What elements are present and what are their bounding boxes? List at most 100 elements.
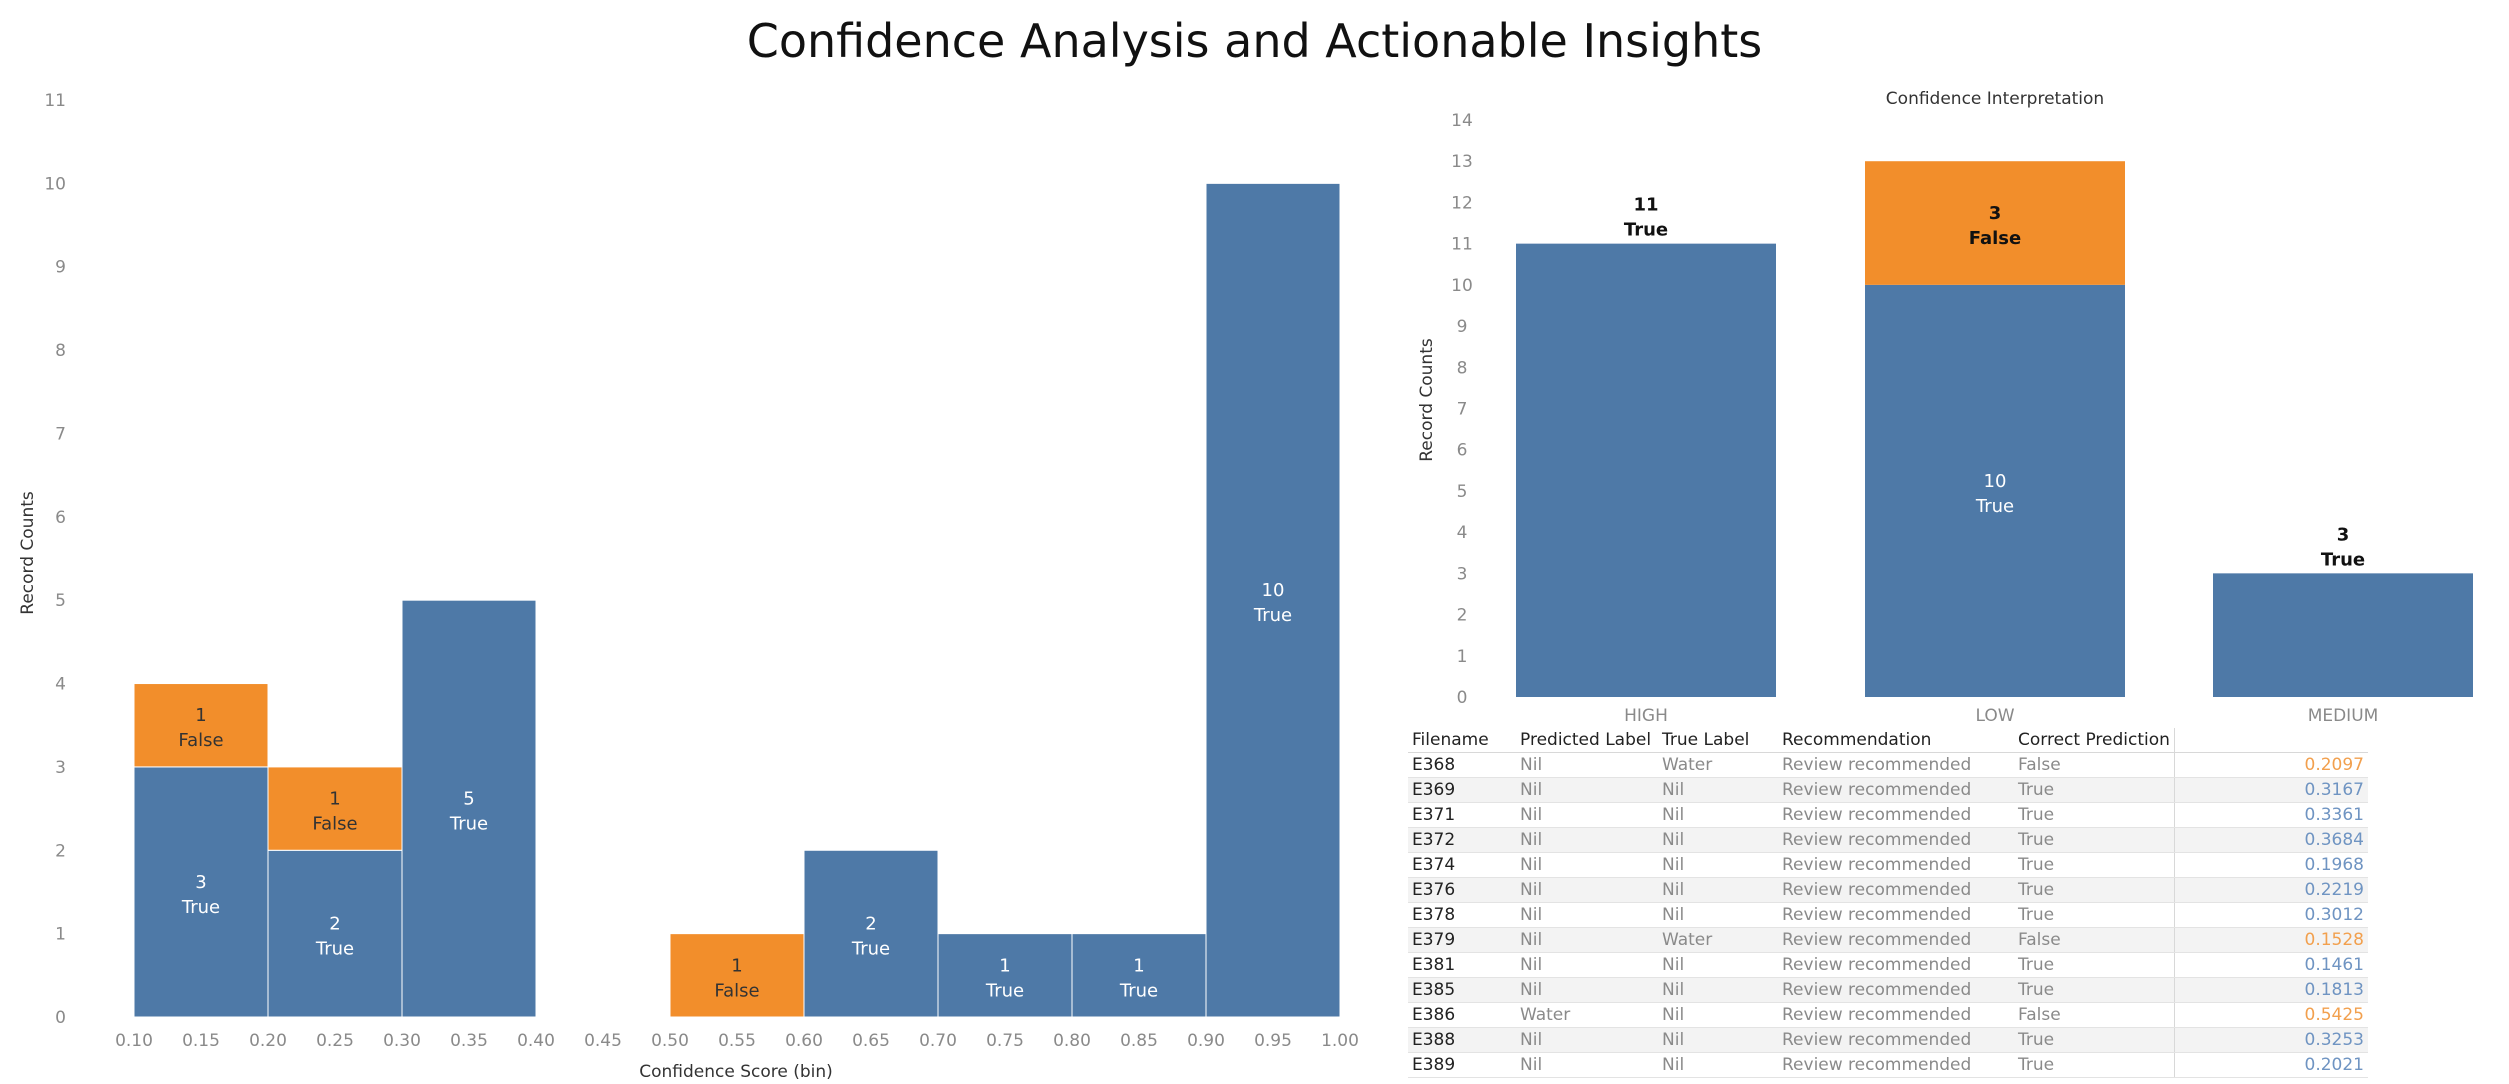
table-row: E378 Nil Nil Review recommended True 0.3012	[1408, 902, 2368, 928]
cell-recommendation: Review recommended	[1778, 902, 2014, 928]
table-row: E376 Nil Nil Review recommended True 0.2219	[1408, 877, 2368, 903]
histogram-bar-segment	[937, 933, 1073, 1018]
histogram-y-tick-label: 1	[55, 925, 66, 945]
cell-true-label: Nil	[1658, 977, 1778, 1003]
histogram-y-tick-label: 8	[55, 341, 66, 361]
interpretation-y-tick-label: 10	[1451, 276, 1473, 296]
interpretation-y-tick-label: 13	[1451, 152, 1473, 172]
histogram-segment-count-label: 1	[999, 955, 1010, 976]
cell-correct-prediction: True	[2014, 977, 2175, 1003]
cell-recommendation: Review recommended	[1778, 777, 2014, 803]
cell-true-label: Nil	[1658, 1052, 1778, 1078]
histogram-segment-class-label: True	[1119, 980, 1158, 1001]
histogram-segment-class-label: True	[985, 980, 1024, 1001]
cell-recommendation: Review recommended	[1778, 927, 2014, 953]
interpretation-bar-segment	[1865, 284, 2125, 697]
interpretation-y-tick-label: 7	[1457, 400, 1468, 420]
histogram-segment-count-label: 3	[195, 872, 206, 893]
cell-filename: E386	[1408, 1002, 1516, 1028]
table-row: E388 Nil Nil Review recommended True 0.3253	[1408, 1027, 2368, 1053]
histogram-x-tick-label: 0.10	[115, 1031, 153, 1051]
interpretation-bar-class-label: True	[2321, 549, 2365, 570]
histogram-x-tick-label: 0.15	[182, 1031, 220, 1051]
histogram-bar-segment	[1205, 182, 1341, 1018]
interpretation-y-tick-label: 2	[1457, 606, 1468, 626]
table-row: E385 Nil Nil Review recommended True 0.1813	[1408, 977, 2368, 1003]
cell-filename: E389	[1408, 1052, 1516, 1078]
histogram-segment-count-label: 2	[329, 914, 340, 935]
cell-confidence-score: 0.2097	[2174, 752, 2368, 778]
histogram-segment-count-label: 2	[865, 914, 876, 935]
cell-true-label: Nil	[1658, 852, 1778, 878]
histogram-bar-segment	[669, 933, 805, 1018]
histogram-y-tick-label: 10	[44, 174, 66, 194]
cell-predicted-label: Nil	[1516, 852, 1658, 878]
histogram-bar-segment	[133, 766, 269, 1018]
histogram-x-tick-label: 0.20	[249, 1031, 287, 1051]
interpretation-y-tick-label: 8	[1457, 358, 1468, 378]
histogram-bar-segment	[267, 849, 403, 1018]
cell-filename: E371	[1408, 802, 1516, 828]
histogram-x-tick-label: 0.35	[450, 1031, 488, 1051]
interpretation-bar-class-label: True	[1624, 220, 1668, 241]
interpretation-bar-class-label: True	[1975, 496, 2014, 517]
cell-filename: E376	[1408, 877, 1516, 903]
cell-predicted-label: Nil	[1516, 777, 1658, 803]
cell-filename: E381	[1408, 952, 1516, 978]
histogram-bar-segment	[133, 683, 269, 768]
cell-recommendation: Review recommended	[1778, 952, 2014, 978]
interpretation-chart-title: Confidence Interpretation	[1886, 89, 2104, 109]
histogram-segment-count-label: 1	[1133, 955, 1144, 976]
cell-correct-prediction: True	[2014, 1052, 2175, 1078]
cell-filename: E374	[1408, 852, 1516, 878]
cell-confidence-score: 0.3253	[2174, 1027, 2368, 1053]
histogram-segment-class-label: False	[714, 980, 759, 1001]
histogram-x-tick-label: 0.85	[1120, 1031, 1158, 1051]
cell-confidence-score: 0.3167	[2174, 777, 2368, 803]
histogram-y-tick-label: 9	[55, 258, 66, 278]
cell-true-label: Nil	[1658, 1002, 1778, 1028]
cell-predicted-label: Water	[1516, 1002, 1658, 1028]
cell-confidence-score: 0.3361	[2174, 802, 2368, 828]
cell-correct-prediction: False	[2014, 752, 2175, 778]
cell-predicted-label: Nil	[1516, 977, 1658, 1003]
cell-true-label: Nil	[1658, 827, 1778, 853]
interpretation-category-label: HIGH	[1624, 706, 1668, 726]
histogram-x-tick-label: 0.70	[919, 1031, 957, 1051]
table-row: E371 Nil Nil Review recommended True 0.3361	[1408, 802, 2368, 828]
histogram-x-tick-label: 0.45	[584, 1031, 622, 1051]
interpretation-y-tick-label: 1	[1457, 647, 1468, 667]
cell-predicted-label: Nil	[1516, 1052, 1658, 1078]
interpretation-y-tick-label: 11	[1451, 235, 1473, 255]
histogram-segment-count-label: 1	[731, 955, 742, 976]
table-row: E369 Nil Nil Review recommended True 0.3167	[1408, 777, 2368, 803]
histogram-y-tick-label: 3	[55, 758, 66, 778]
table-row: E379 Nil Water Review recommended False 0.152…	[1408, 927, 2368, 953]
cell-correct-prediction: True	[2014, 1027, 2175, 1053]
cell-recommendation: Review recommended	[1778, 977, 2014, 1003]
histogram-segment-class-label: True	[449, 814, 488, 835]
cell-correct-prediction: True	[2014, 802, 2175, 828]
histogram-bar-segment	[1071, 933, 1207, 1018]
histogram-x-tick-label: 0.40	[517, 1031, 555, 1051]
cell-correct-prediction: True	[2014, 877, 2175, 903]
cell-predicted-label: Nil	[1516, 927, 1658, 953]
cell-predicted-label: Nil	[1516, 902, 1658, 928]
cell-correct-prediction: True	[2014, 902, 2175, 928]
cell-filename: E385	[1408, 977, 1516, 1003]
header-predicted-label: Predicted Label	[1516, 728, 1658, 753]
cell-true-label: Nil	[1658, 777, 1778, 803]
cell-filename: E378	[1408, 902, 1516, 928]
confidence-interpretation-chart: Confidence Interpretation Record Counts 0 1…	[1417, 89, 2473, 726]
histogram-x-tick-label: 0.65	[852, 1031, 890, 1051]
header-filename: Filename	[1408, 728, 1516, 753]
cell-recommendation: Review recommended	[1778, 827, 2014, 853]
histogram-x-axis-title: Confidence Score (bin)	[639, 1062, 833, 1082]
histogram-x-tick-label: 0.95	[1254, 1031, 1292, 1051]
interpretation-y-tick-label: 3	[1457, 564, 1468, 584]
cell-filename: E372	[1408, 827, 1516, 853]
interpretation-y-tick-label: 14	[1451, 111, 1473, 131]
cell-filename: E368	[1408, 752, 1516, 778]
header-recommendation: Recommendation	[1778, 728, 2014, 753]
